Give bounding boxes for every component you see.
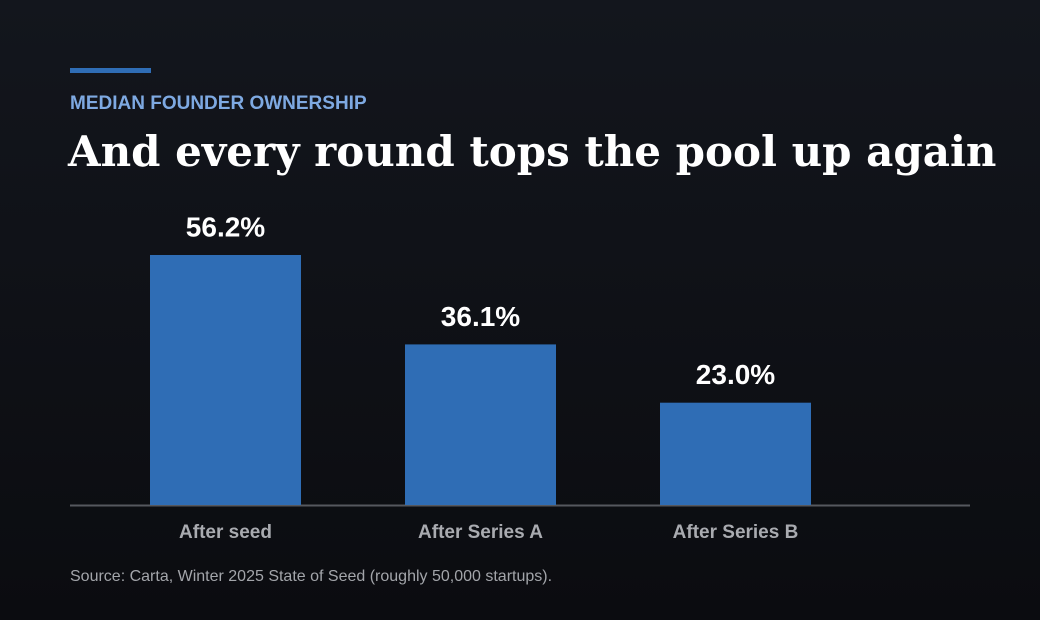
chart-title: And every round tops the pool up again [67, 127, 996, 176]
source: Source: Carta, Winter 2025 State of Seed… [70, 568, 552, 585]
x-tick-label: After seed [179, 522, 272, 543]
x-tick-label: After Series B [673, 522, 799, 543]
bar [660, 402, 811, 505]
bar [150, 255, 301, 505]
value-label: 36.1% [441, 301, 520, 332]
kicker: MEDIAN FOUNDER OWNERSHIP [70, 93, 367, 114]
value-label: 56.2% [186, 211, 265, 242]
bar [405, 344, 556, 505]
value-label: 23.0% [696, 359, 775, 390]
accent-bar [70, 68, 151, 73]
x-tick-label: After Series A [418, 522, 543, 543]
